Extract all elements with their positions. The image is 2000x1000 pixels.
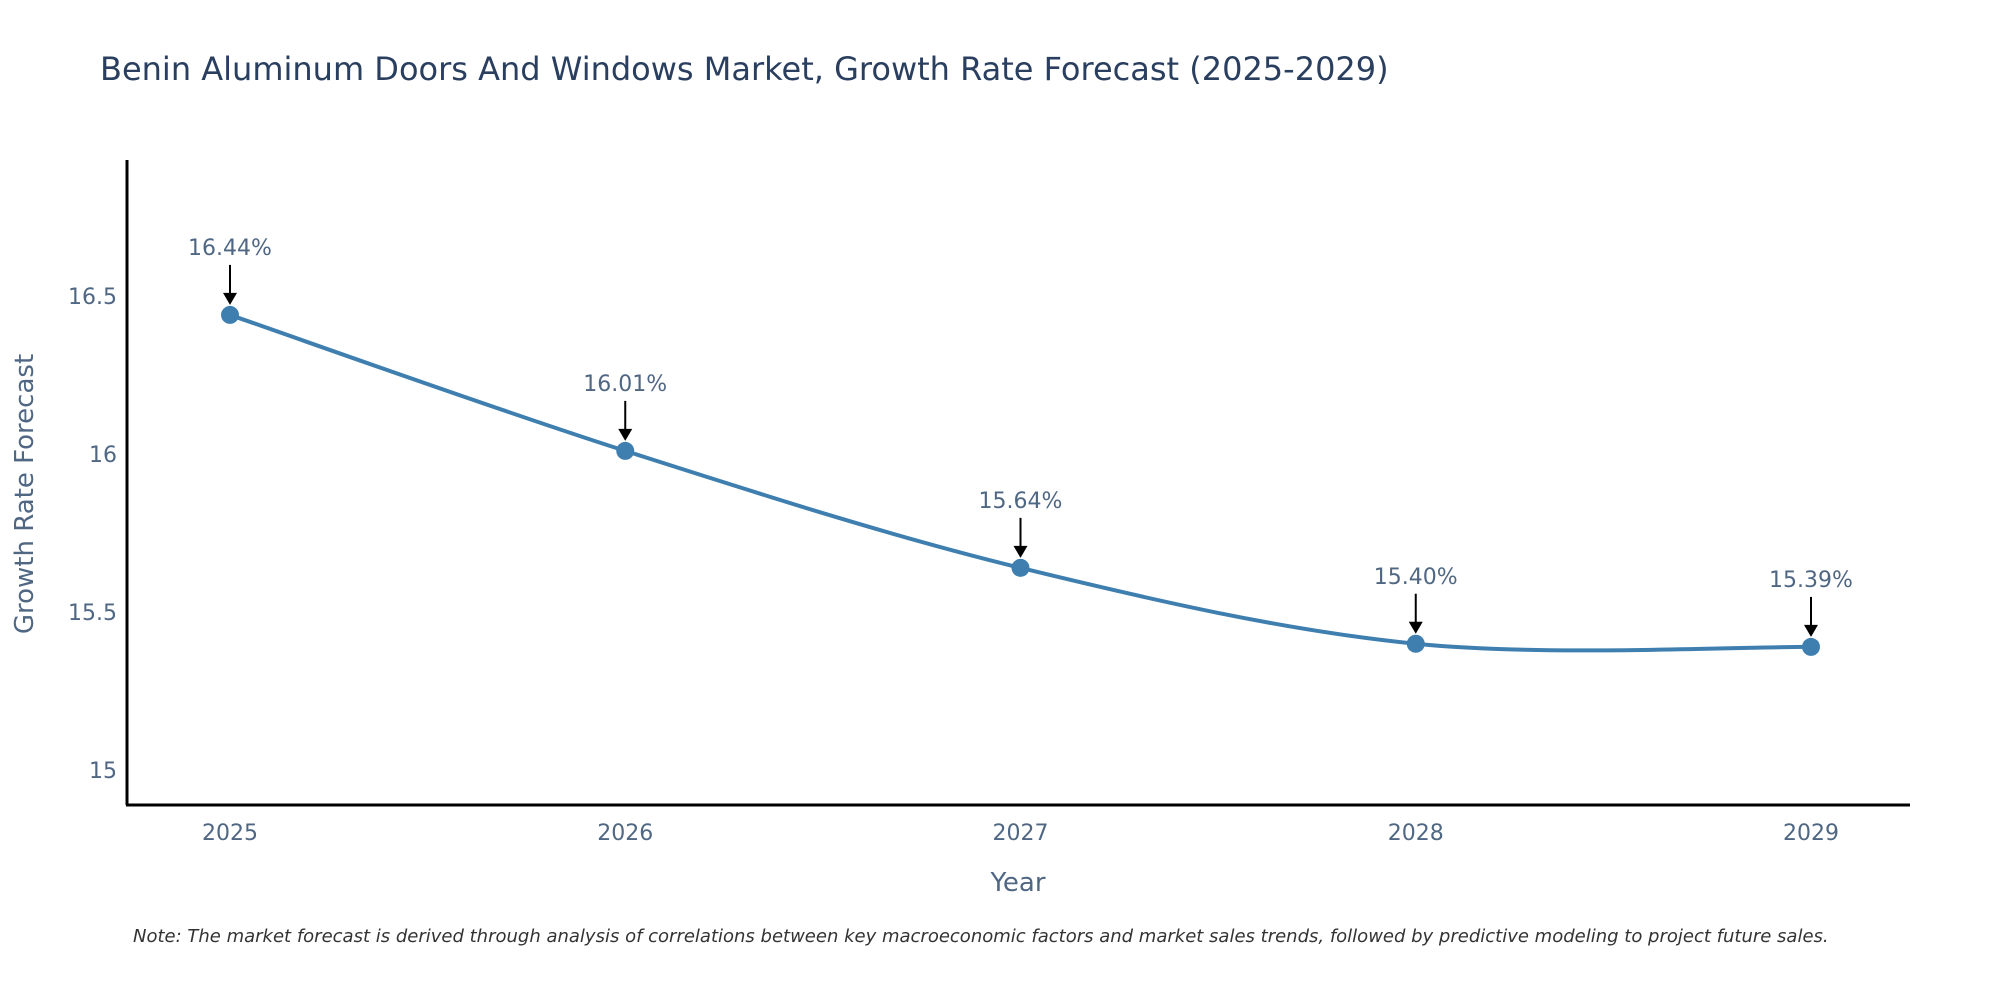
data-label: 15.39% [1769,568,1853,593]
data-label: 15.40% [1374,565,1458,590]
data-point [616,441,635,460]
y-axis-ticks: 15 15.5 16 16.5 [68,285,117,784]
chart-title: Benin Aluminum Doors And Windows Market,… [100,50,1389,88]
series-line [228,312,1813,653]
data-label: 16.01% [583,372,667,397]
annotation-arrow-head [223,292,237,305]
y-tick-label: 16.5 [68,285,117,310]
data-label: 16.44% [188,236,272,261]
data-points [221,305,1820,656]
y-tick-label: 16 [89,443,117,468]
annotation-arrow-head [1408,621,1423,634]
x-axis-title: Year [989,868,1045,898]
annotation-arrow-head [1804,624,1818,637]
x-tick-label: 2025 [202,821,258,846]
data-point [1011,558,1030,577]
annotation-arrow-head [618,428,633,441]
x-tick-label: 2026 [597,821,653,846]
footnote: Note: The market forecast is derived thr… [133,926,1829,947]
data-point [1802,637,1820,656]
y-axis-title: Growth Rate Forecast [10,354,40,634]
x-tick-label: 2027 [993,821,1049,846]
annotation-arrow-head [1013,545,1028,558]
x-tick-label: 2029 [1783,821,1839,846]
data-point [221,305,239,324]
data-labels: 16.44% 16.01% 15.64% 15.40% 15.39% [188,236,1853,637]
y-tick-label: 15.5 [68,601,117,626]
x-tick-label: 2028 [1388,821,1444,846]
y-tick-label: 15 [89,759,117,784]
x-axis-ticks: 2025 2026 2027 2028 2029 [202,821,1839,846]
data-point [1406,634,1425,653]
data-label: 15.64% [979,489,1063,514]
